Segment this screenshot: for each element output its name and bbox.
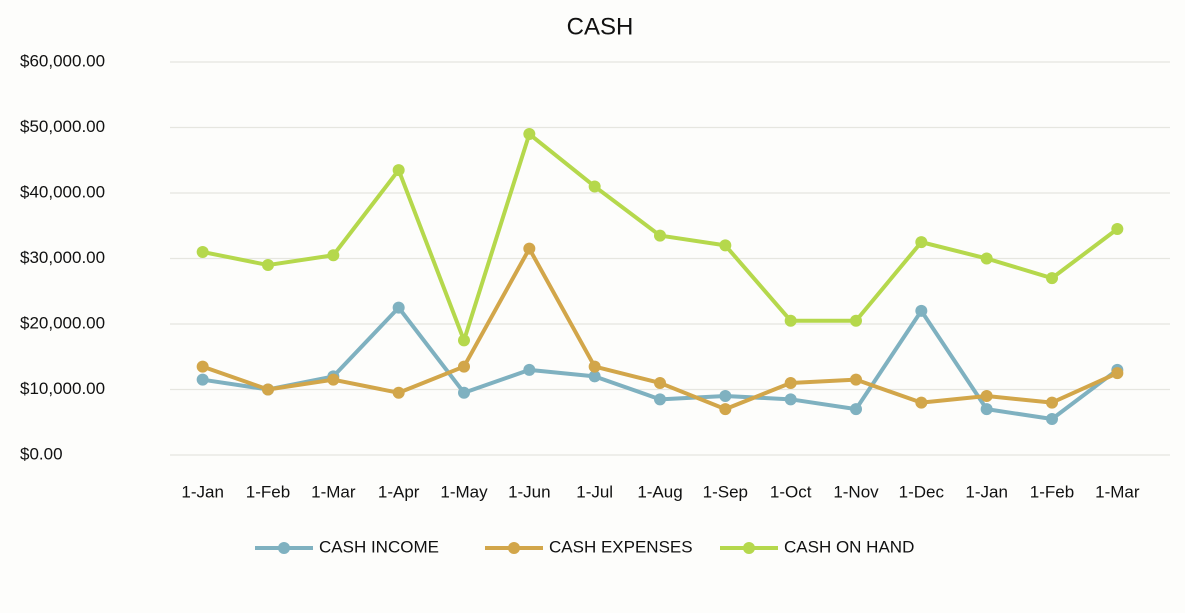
data-point xyxy=(588,370,601,383)
x-tick-label: 1-Oct xyxy=(770,482,812,501)
data-point xyxy=(654,393,666,406)
data-point xyxy=(719,239,732,252)
data-point xyxy=(719,403,732,416)
data-point xyxy=(523,128,536,141)
x-tick-label: 1-Jan xyxy=(181,482,224,501)
data-point xyxy=(784,314,797,327)
data-point xyxy=(915,396,928,409)
data-point xyxy=(719,390,732,403)
data-point xyxy=(523,363,536,376)
data-point xyxy=(1046,412,1058,425)
data-point xyxy=(980,403,993,416)
data-point xyxy=(915,304,928,317)
data-point xyxy=(980,252,993,265)
x-tick-label: 1-Aug xyxy=(637,482,682,501)
x-tick-label: 1-Mar xyxy=(1095,482,1140,501)
data-point xyxy=(196,360,209,373)
data-point xyxy=(850,403,862,416)
data-point xyxy=(588,180,601,193)
x-tick-label: 1-Sep xyxy=(703,482,748,501)
legend-label: CASH INCOME xyxy=(319,537,439,556)
data-point xyxy=(196,373,209,386)
data-point xyxy=(654,376,666,389)
x-tick-label: 1-Feb xyxy=(246,482,290,501)
data-point xyxy=(523,242,536,255)
x-tick-label: 1-Mar xyxy=(311,482,356,501)
data-point xyxy=(392,386,405,399)
x-tick-label: 1-Apr xyxy=(378,482,420,501)
y-tick-label: $50,000.00 xyxy=(20,117,105,136)
data-point xyxy=(654,229,666,242)
data-point xyxy=(1111,367,1124,380)
legend-label: CASH ON HAND xyxy=(784,537,914,556)
y-tick-label: $20,000.00 xyxy=(20,313,105,332)
data-point xyxy=(850,373,862,386)
data-point xyxy=(327,373,340,386)
y-tick-label: $10,000.00 xyxy=(20,379,105,398)
data-point xyxy=(262,383,274,396)
data-point xyxy=(262,259,274,272)
y-tick-label: $30,000.00 xyxy=(20,248,105,267)
data-point xyxy=(915,236,928,249)
data-point xyxy=(196,245,209,258)
x-tick-label: 1-Nov xyxy=(833,482,879,501)
x-tick-label: 1-Jan xyxy=(965,482,1008,501)
data-point xyxy=(784,376,797,389)
data-point xyxy=(327,249,340,262)
data-point xyxy=(784,393,797,406)
data-point xyxy=(1111,223,1124,236)
legend-marker xyxy=(508,542,520,554)
data-point xyxy=(458,386,470,399)
data-point xyxy=(850,314,862,327)
data-point xyxy=(1046,396,1058,409)
legend-label: CASH EXPENSES xyxy=(549,537,693,556)
y-tick-label: $0.00 xyxy=(20,444,63,463)
data-point xyxy=(392,164,405,177)
x-tick-label: 1-Jun xyxy=(508,482,551,501)
data-point xyxy=(1046,272,1058,285)
legend-marker xyxy=(743,542,755,554)
x-tick-label: 1-Feb xyxy=(1030,482,1074,501)
data-point xyxy=(588,360,601,373)
y-tick-label: $40,000.00 xyxy=(20,182,105,201)
x-tick-label: 1-May xyxy=(440,482,488,501)
y-tick-label: $60,000.00 xyxy=(20,51,105,70)
x-tick-label: 1-Dec xyxy=(899,482,945,501)
data-point xyxy=(458,334,470,347)
data-point xyxy=(980,390,993,403)
chart-title: CASH xyxy=(567,13,634,40)
data-point xyxy=(392,301,405,314)
legend-marker xyxy=(278,542,290,554)
data-point xyxy=(458,360,470,373)
x-tick-label: 1-Jul xyxy=(576,482,613,501)
